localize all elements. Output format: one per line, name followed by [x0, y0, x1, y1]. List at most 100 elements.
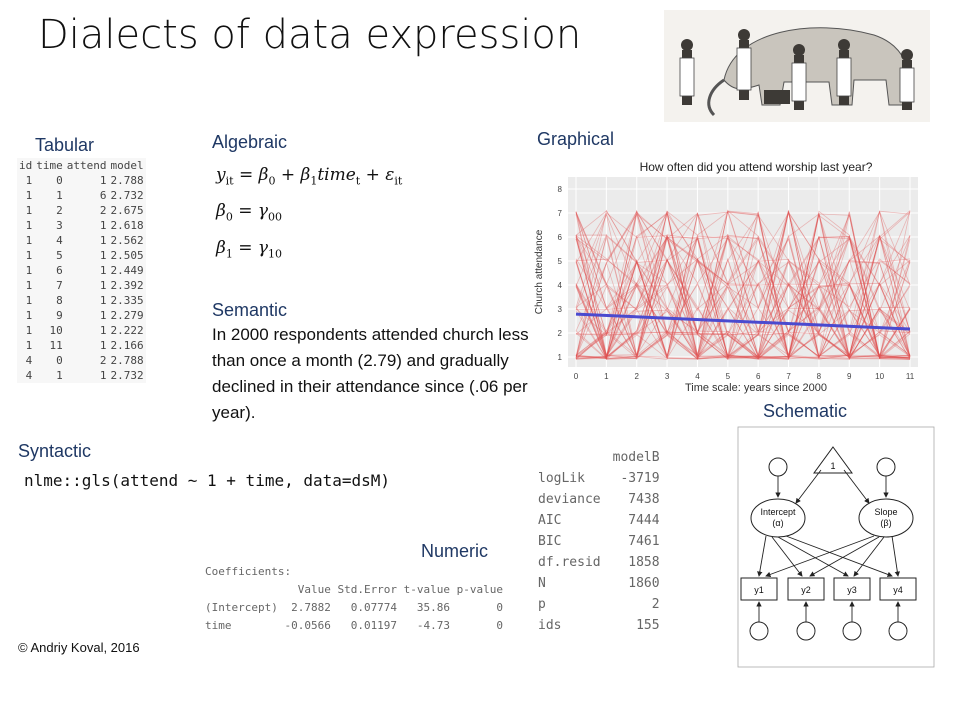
- graphical-heading: Graphical: [537, 129, 615, 149]
- table-cell: 1: [25, 189, 33, 202]
- slope-label: Slope: [874, 507, 897, 517]
- individual-trajectory: [575, 213, 911, 360]
- blind-men-elephant-illustration: [664, 10, 930, 122]
- table-cell: 9: [56, 309, 63, 322]
- individual-trajectory: [575, 212, 911, 360]
- individual-trajectory: [575, 234, 911, 360]
- table-cell: 1: [99, 249, 107, 262]
- individual-trajectory: [575, 209, 911, 360]
- table-row: 1 11 1 2.166: [17, 338, 146, 353]
- individual-trajectory: [575, 234, 911, 359]
- individual-trajectory: [575, 213, 911, 358]
- table-cell: 2.449: [110, 264, 144, 277]
- table-cell: 2.392: [110, 279, 144, 292]
- chart-title: How often did you attend worship last ye…: [640, 160, 873, 174]
- table-cell: 4: [56, 234, 63, 247]
- table-row: 1 5 1 2.505: [17, 248, 146, 263]
- model-fit-table: modelB logLik -3719 deviance 7438 AIC 7444 BIC…: [532, 447, 666, 636]
- indicator-y4: [879, 577, 917, 601]
- slope-symbol: (β): [880, 518, 891, 528]
- fit-row: AIC 7444: [532, 510, 666, 531]
- syntactic-code: nlme::gls(attend ~ 1 + time, data=dsM): [24, 471, 391, 490]
- table-cell: 2.335: [110, 294, 144, 307]
- individual-trajectory: [575, 261, 911, 360]
- table-cell: 1: [25, 339, 33, 352]
- table-cell: 2.618: [110, 219, 144, 232]
- individual-trajectory: [575, 214, 911, 358]
- table-row: 1 7 1 2.392: [17, 278, 146, 293]
- plot-panel: [568, 177, 918, 367]
- table-cell: 2.732: [110, 189, 144, 202]
- table-cell: 6: [56, 264, 63, 277]
- individual-trajectory: [575, 210, 911, 359]
- table-cell: 4: [25, 369, 33, 382]
- fit-stat-name: deviance: [538, 492, 601, 507]
- tabular-heading: Tabular: [35, 135, 95, 155]
- table-row: 4 1 1 2.732: [17, 368, 146, 383]
- x-tick-label: 11: [906, 372, 915, 381]
- table-cell: 5: [56, 249, 63, 262]
- table-cell: 1: [25, 249, 33, 262]
- individual-trajectory: [575, 209, 911, 359]
- individual-trajectory: [575, 209, 911, 360]
- individual-trajectory: [575, 212, 911, 360]
- coef-header: Value Std.Error t-value p-value: [205, 583, 504, 596]
- table-cell: 1: [25, 264, 33, 277]
- table-cell: 1: [25, 219, 33, 232]
- x-tick-label: 9: [847, 372, 852, 381]
- table-cell: 1: [99, 294, 107, 307]
- column-header: attend: [66, 159, 107, 172]
- slope-factor: [858, 498, 914, 538]
- individual-trajectory: [575, 236, 911, 360]
- individual-trajectory: [575, 261, 911, 357]
- attendance-chart: How often did you attend worship last ye…: [532, 155, 924, 395]
- x-tick-label: 6: [756, 372, 761, 381]
- fit-row: df.resid 1858: [532, 552, 666, 573]
- individual-trajectory: [575, 238, 911, 360]
- x-tick-label: 7: [786, 372, 791, 381]
- individual-trajectory: [575, 213, 911, 357]
- table-cell: 6: [99, 189, 107, 202]
- individual-trajectory: [575, 258, 911, 360]
- table-cell: 2.788: [110, 174, 144, 187]
- table-cell: 1: [25, 234, 33, 247]
- table-cell: 1: [99, 309, 107, 322]
- fit-stat-value: 7444: [628, 513, 660, 528]
- individual-trajectory: [575, 235, 911, 360]
- intercept-equation: β0 = γ00: [216, 201, 283, 224]
- table-cell: 10: [49, 324, 63, 337]
- column-header: time: [36, 159, 63, 172]
- individual-trajectory: [575, 211, 911, 360]
- y-tick-label: 5: [558, 257, 563, 266]
- intercept-label: Intercept: [760, 507, 796, 517]
- fit-header: modelB: [612, 450, 660, 465]
- individual-trajectory: [575, 210, 911, 359]
- individual-trajectory: [575, 210, 911, 360]
- schematic-heading: Schematic: [763, 401, 848, 421]
- individual-trajectory: [575, 210, 911, 360]
- table-cell: 2: [99, 354, 107, 367]
- table-cell: 1: [25, 204, 33, 217]
- fit-stat-name: BIC: [538, 534, 562, 549]
- table-cell: 1: [99, 339, 107, 352]
- x-tick-label: 4: [695, 372, 700, 381]
- y-tick-label: 6: [558, 233, 563, 242]
- slope-equation: β1 = γ10: [216, 237, 283, 261]
- fit-row: BIC 7461: [532, 531, 666, 552]
- individual-trajectory: [575, 258, 911, 359]
- individual-trajectory: [575, 212, 911, 359]
- individual-trajectory: [575, 211, 911, 358]
- fit-stat-value: 7438: [628, 492, 660, 507]
- table-cell: 1: [25, 174, 33, 187]
- table-row: 1 10 1 2.222: [17, 323, 146, 338]
- individual-trajectory: [575, 236, 911, 360]
- x-tick-label: 1: [604, 372, 609, 381]
- y-tick-label: 2: [558, 329, 563, 338]
- table-row: 1 4 1 2.562: [17, 233, 146, 248]
- fit-stat-value: 155: [636, 618, 660, 633]
- individual-trajectory: [575, 210, 911, 357]
- individual-trajectory: [575, 213, 911, 360]
- table-row: 1 8 1 2.335: [17, 293, 146, 308]
- fitted-trend-line: [575, 312, 911, 331]
- table-row: 1 0 1 2.788: [17, 173, 146, 188]
